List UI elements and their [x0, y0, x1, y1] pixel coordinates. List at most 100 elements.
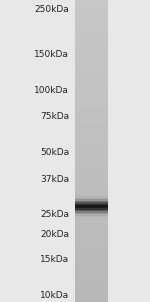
Bar — [75, 147, 108, 148]
Bar — [75, 87, 108, 88]
Bar — [75, 236, 108, 238]
Bar — [75, 224, 108, 226]
Bar — [75, 259, 108, 260]
Bar — [75, 134, 108, 135]
Bar — [75, 29, 108, 30]
Bar — [75, 300, 108, 301]
Bar — [75, 67, 108, 69]
Bar — [75, 254, 108, 255]
Bar — [75, 202, 108, 203]
Bar — [75, 6, 108, 7]
Bar — [75, 262, 108, 263]
Bar — [75, 98, 108, 99]
Bar — [75, 109, 108, 110]
Bar — [75, 22, 108, 23]
Bar — [75, 52, 108, 53]
Bar — [75, 82, 108, 84]
Text: 150kDa: 150kDa — [34, 50, 69, 59]
Bar — [75, 105, 108, 106]
Bar — [75, 59, 108, 60]
Bar — [75, 238, 108, 239]
Bar — [75, 183, 108, 184]
Bar — [75, 168, 108, 169]
Bar — [75, 123, 108, 124]
Bar — [75, 111, 108, 112]
Bar — [75, 199, 108, 201]
Bar — [75, 54, 108, 55]
Bar — [75, 196, 108, 198]
Bar — [75, 102, 108, 103]
Bar — [75, 23, 108, 24]
Bar — [75, 184, 108, 185]
Bar — [75, 212, 108, 214]
Bar — [75, 195, 108, 196]
Bar — [75, 256, 108, 257]
Bar — [75, 280, 108, 281]
Bar — [75, 185, 108, 186]
Bar — [75, 278, 108, 279]
Bar — [75, 290, 108, 291]
Text: 37kDa: 37kDa — [40, 175, 69, 184]
Bar — [75, 70, 108, 72]
Bar — [75, 213, 108, 214]
Bar — [75, 257, 108, 258]
Bar — [75, 164, 108, 165]
Bar — [75, 286, 108, 287]
Bar — [75, 88, 108, 90]
Bar — [75, 30, 108, 31]
Bar — [75, 258, 108, 259]
Bar — [75, 204, 108, 205]
Bar — [75, 252, 108, 253]
Bar — [75, 66, 108, 67]
Bar — [75, 207, 108, 208]
Bar — [75, 103, 108, 104]
Bar — [75, 160, 108, 161]
Bar — [75, 78, 108, 79]
Bar — [75, 132, 108, 133]
Bar — [75, 221, 108, 223]
Bar — [75, 120, 108, 121]
Bar — [75, 115, 108, 116]
Bar — [75, 161, 108, 162]
Bar — [75, 34, 108, 35]
Bar — [75, 205, 108, 206]
Bar — [75, 2, 108, 3]
Bar — [75, 251, 108, 252]
Bar — [75, 201, 108, 202]
Bar — [75, 214, 108, 215]
Bar — [75, 149, 108, 150]
Bar — [75, 282, 108, 283]
Bar — [75, 49, 108, 50]
Bar — [75, 208, 108, 210]
Bar — [75, 267, 108, 268]
Bar — [75, 241, 108, 242]
Bar — [75, 152, 108, 153]
Bar — [75, 270, 108, 271]
Bar — [75, 266, 108, 267]
Bar — [75, 245, 108, 246]
Bar — [75, 42, 108, 43]
Bar — [75, 79, 108, 81]
Bar — [75, 260, 108, 261]
Bar — [75, 151, 108, 152]
Bar — [75, 113, 108, 114]
Bar — [75, 144, 108, 145]
Bar — [75, 268, 108, 269]
Bar — [75, 218, 108, 220]
Bar — [75, 202, 108, 204]
Bar — [75, 169, 108, 170]
Bar — [75, 297, 108, 298]
Bar — [75, 148, 108, 149]
Bar — [75, 122, 108, 123]
Bar — [75, 16, 108, 17]
Bar — [75, 182, 108, 183]
Bar — [75, 239, 108, 241]
Bar — [75, 298, 108, 299]
Bar — [75, 281, 108, 282]
Bar — [75, 93, 108, 94]
Bar — [75, 244, 108, 245]
Bar — [75, 194, 108, 195]
Bar — [75, 179, 108, 180]
Bar — [75, 10, 108, 11]
Bar — [75, 75, 108, 76]
